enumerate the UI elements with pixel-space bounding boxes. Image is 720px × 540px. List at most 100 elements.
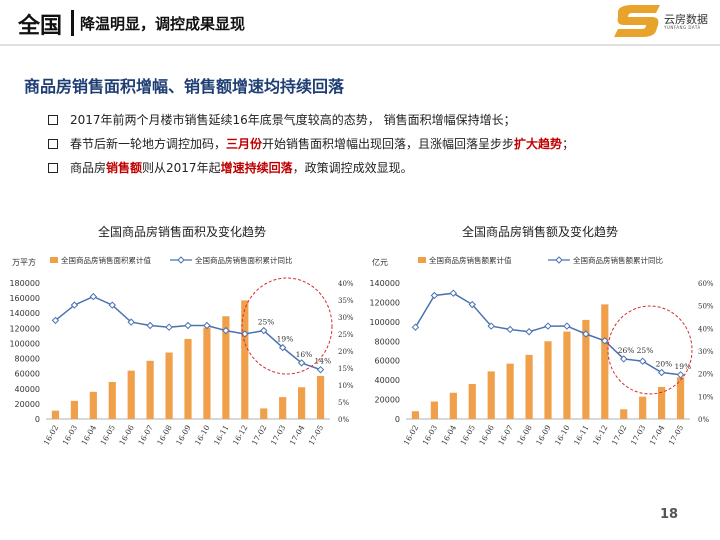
emphasis-text: 增速持续回落 xyxy=(220,161,293,175)
bullet-square-icon xyxy=(48,163,58,173)
line-point xyxy=(184,321,192,330)
line-point xyxy=(676,371,685,379)
x-tick-label: 16-05 xyxy=(458,423,477,446)
line-point xyxy=(70,301,79,309)
line-point xyxy=(316,365,325,374)
bar xyxy=(544,341,552,419)
y-tick-label: 120000 xyxy=(9,324,40,333)
data-label: 16% xyxy=(296,350,313,359)
bar xyxy=(487,371,495,419)
bullet-text: 商品房 xyxy=(70,161,107,175)
x-tick-label: 16-07 xyxy=(496,423,515,446)
line-point xyxy=(487,322,495,330)
chart-title: 全国商品房销售面积及变化趋势 xyxy=(98,224,266,239)
line-point xyxy=(449,289,458,297)
data-label: 26% xyxy=(618,346,635,355)
y-tick-label: 140000 xyxy=(369,279,400,288)
line-point xyxy=(411,323,420,331)
bar xyxy=(146,360,154,419)
bullet-text: 2017年前两个月楼市销售延续16年底景气度较高的态势， 销售面积增幅保持增长； xyxy=(70,113,516,127)
x-tick-label: 16-08 xyxy=(155,423,174,446)
y-tick-label: 100000 xyxy=(9,339,40,348)
y-tick-label: 40000 xyxy=(15,385,40,394)
line-point xyxy=(430,291,439,300)
x-tick-label: 16-07 xyxy=(136,423,155,446)
bar xyxy=(468,384,476,419)
y-tick-label: 160000 xyxy=(9,294,40,303)
bullet-text: 则从2017年起 xyxy=(142,161,221,175)
bar xyxy=(127,370,135,419)
legend-label: 全国商品房销售面积累计值 xyxy=(61,255,151,265)
logo-text: 云房数据 xyxy=(664,13,708,26)
x-tick-label: 16-05 xyxy=(98,423,117,446)
line-point xyxy=(108,301,116,309)
bullet-item: 春节后新一轮地方调控加码，三月份开始销售面积增幅出现回落，且涨幅回落呈步步扩大趋… xyxy=(48,132,708,156)
line-point xyxy=(260,326,268,335)
line-point xyxy=(51,316,60,325)
bar xyxy=(279,397,287,419)
x-tick-label: 16-09 xyxy=(534,423,553,446)
line-point xyxy=(601,337,609,345)
line-point xyxy=(544,322,552,330)
y-tick-label: 60000 xyxy=(375,357,400,366)
bar xyxy=(184,338,192,419)
emphasis-text: 三月份 xyxy=(226,137,263,151)
data-label: 19% xyxy=(277,335,294,344)
highlight-circle xyxy=(607,305,693,395)
logo-subtext: YUNFANG DATA xyxy=(664,25,701,30)
bullet-text: 春节后新一轮地方调控加码， xyxy=(70,137,227,151)
y-tick-label: 100000 xyxy=(369,318,400,327)
y2-tick-label: 30% xyxy=(338,314,354,322)
bar xyxy=(203,327,211,419)
bullet-square-icon xyxy=(48,115,58,125)
y-tick-label: 180000 xyxy=(9,279,40,288)
line-point xyxy=(278,343,287,352)
line-point xyxy=(468,300,476,309)
y-tick-label: 80000 xyxy=(375,337,400,346)
x-tick-label: 17-04 xyxy=(648,423,667,446)
x-tick-label: 16-04 xyxy=(79,423,98,446)
bar xyxy=(525,354,533,419)
legend-marker-icon xyxy=(177,256,185,264)
x-tick-label: 17-05 xyxy=(667,423,686,446)
bar xyxy=(639,396,647,419)
bar xyxy=(89,391,97,419)
legend-marker-icon xyxy=(555,256,563,264)
x-tick-label: 16-12 xyxy=(591,423,610,446)
data-label: 19% xyxy=(675,362,692,371)
line-point xyxy=(89,292,98,301)
y2-tick-label: 50% xyxy=(698,303,714,311)
bar xyxy=(620,409,628,419)
x-tick-label: 17-03 xyxy=(269,423,288,446)
y2-tick-label: 15% xyxy=(338,365,354,373)
section-title: 商品房销售面积增幅、销售额增速均持续回落 xyxy=(24,77,345,96)
line-point xyxy=(506,325,514,334)
logo-mark xyxy=(614,5,660,37)
bar xyxy=(316,375,325,419)
x-tick-label: 17-02 xyxy=(250,423,269,446)
bullet-item: 商品房销售额则从2017年起增速持续回落，政策调控成效显现。 xyxy=(48,156,708,180)
legend-label: 全国商品房销售额累计值 xyxy=(429,255,512,265)
header-rule xyxy=(0,44,720,46)
x-tick-label: 16-03 xyxy=(421,423,440,446)
legend-bar-swatch xyxy=(50,257,58,263)
chart-title: 全国商品房销售额及变化趋势 xyxy=(462,224,618,239)
y-tick-label: 0 xyxy=(35,415,40,424)
bullet-square-icon xyxy=(48,139,58,149)
bar xyxy=(298,387,306,419)
data-label: 25% xyxy=(637,346,654,355)
bullet-list: 2017年前两个月楼市销售延续16年底景气度较高的态势， 销售面积增幅保持增长；… xyxy=(48,108,708,180)
bar xyxy=(51,410,60,419)
line-point xyxy=(563,322,571,330)
y-tick-label: 120000 xyxy=(369,298,400,307)
line-point xyxy=(582,330,590,338)
bar xyxy=(601,304,609,419)
line-point xyxy=(525,328,533,336)
title-divider xyxy=(71,10,74,36)
bar xyxy=(563,331,571,419)
y-axis-unit: 亿元 xyxy=(372,257,388,267)
line-point xyxy=(638,357,647,365)
bar xyxy=(108,381,116,419)
data-label: 14% xyxy=(315,357,332,366)
